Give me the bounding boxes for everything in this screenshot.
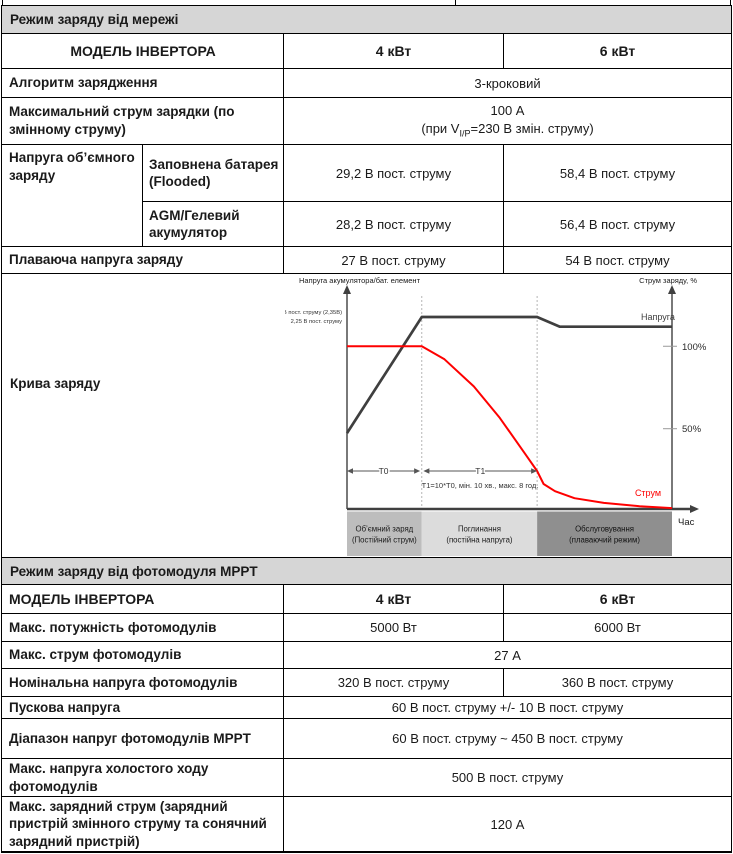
current-line-label: Струм <box>635 488 661 498</box>
row-label: Пускова напруга <box>9 699 121 715</box>
section-title: Режим заряду від мережі <box>10 12 179 27</box>
voltage-annotation-float: 2,25 В пост. струму <box>291 319 342 325</box>
section-header-grid-charge: Режим заряду від мережі <box>2 6 731 33</box>
x-axis-label: Час <box>678 517 695 528</box>
value-6kw: 54 В пост. струму <box>503 247 731 273</box>
bulk-voltage-row: Напруга об’ємного заряду Заповнена батар… <box>2 144 731 246</box>
value-6kw: 56,4 В пост. струму <box>503 202 731 246</box>
tick-label: 100% <box>682 342 707 353</box>
start-voltage-row: Пускова напруга 60 В пост. струму +/- 10… <box>2 696 731 718</box>
phase-band-bulk: Об’ємний заряд (Постійний струм) <box>347 511 422 556</box>
time-marker-t1: T1 <box>423 465 538 478</box>
row-label: Алгоритм зарядження <box>9 75 158 91</box>
row-label: Макс. зарядний струм (зарядний пристрій … <box>9 798 267 849</box>
voltage-annotation-bulk: 2,43 В пост. струму (2,35В) <box>285 310 342 316</box>
phase-sublabel: (постійна напруга) <box>446 536 513 545</box>
t0-label: T0 <box>379 466 389 476</box>
t1-note: T1=10*T0, мін. 10 хв., макс. 8 год. <box>422 481 539 490</box>
pv-open-circuit-voltage-row: Макс. напруга холостого ходу фотомодулів… <box>2 758 731 796</box>
pv-max-power-row: Макс. потужність фотомодулів 5000 Вт 600… <box>2 613 731 641</box>
voltage-line <box>345 315 672 434</box>
float-voltage-row: Плаваюча напруга заряду 27 В пост. струм… <box>2 246 731 273</box>
value-6kw: 6000 Вт <box>503 614 731 641</box>
value-4kw: 5000 Вт <box>283 614 503 641</box>
pv-max-current-row: Макс. струм фотомодулів 27 А <box>2 641 731 668</box>
phase-sublabel: (Постійний струм) <box>352 536 417 545</box>
flooded-subrow: Заповнена батарея (Flooded) 29,2 В пост.… <box>142 145 731 202</box>
value-span: 60 В пост. струму +/- 10 В пост. струму <box>283 697 731 718</box>
left-axis-title: Напруга акумулятора/бат. елемент <box>299 276 421 285</box>
row-label: Максимальний струм зарядки (по змінному … <box>9 104 235 137</box>
phase-band-maintenance: Обслуговування (плаваючий режим) <box>537 511 672 556</box>
charge-curve-chart: Напруга акумулятора/бат. елемент Струм з… <box>285 276 707 556</box>
value-span: 100 А (при VI/P=230 В змін. струму) <box>283 98 731 144</box>
phase-rect <box>537 511 672 556</box>
mppt-voltage-range-row: Діапазон напруг фотомодулів MPPT 60 В по… <box>2 718 731 758</box>
value-span: 60 В пост. струму ~ 450 В пост. струму <box>283 719 731 758</box>
value-6kw: 6 кВт <box>503 34 731 68</box>
right-axis-arrow-icon <box>668 285 676 294</box>
row-label: Діапазон напруг фотомодулів MPPT <box>9 730 251 746</box>
phase-band-absorption: Поглинання (постійна напруга) <box>421 511 538 556</box>
value-span: 120 А <box>283 797 731 851</box>
value-4kw: 27 В пост. струму <box>283 247 503 273</box>
top-strip-divider <box>455 0 456 5</box>
phase-label: Поглинання <box>458 525 501 534</box>
value-4kw: 4 кВт <box>283 585 503 613</box>
value-6kw: 6 кВт <box>503 585 731 613</box>
right-axis-title: Струм заряду, % <box>639 276 697 285</box>
tick-50pct: 50% <box>663 424 702 435</box>
row-label: Макс. потужність фотомодулів <box>9 619 217 635</box>
top-strip-border-left <box>2 0 3 5</box>
model-row: МОДЕЛЬ ІНВЕРТОРА 4 кВт 6 кВт <box>2 33 731 68</box>
row-label: Номінальна напруга фотомодулів <box>9 674 238 690</box>
row-label: Макс. струм фотомодулів <box>9 647 182 663</box>
charge-curve-row: Крива заряду Напруга акумулятора/бат. ел… <box>2 273 731 557</box>
tick-label: 50% <box>682 424 702 435</box>
t1-label: T1 <box>475 466 485 476</box>
value-span: 27 А <box>283 642 731 668</box>
value-4kw: 28,2 В пост. струму <box>283 202 503 246</box>
tick-100pct: 100% <box>663 342 707 353</box>
row-label: МОДЕЛЬ ІНВЕРТОРА <box>9 590 155 607</box>
voltage-line-label: Напруга <box>641 312 675 322</box>
phase-label: Обслуговування <box>575 525 634 534</box>
max-charge-current-row: Максимальний струм зарядки (по змінному … <box>2 97 731 144</box>
value-span: 3-кроковий <box>283 69 731 97</box>
max-charge-current-total-row: Макс. зарядний струм (зарядний пристрій … <box>2 796 731 851</box>
value-span: 500 В пост. струму <box>283 759 731 796</box>
algorithm-row: Алгоритм зарядження 3-кроковий <box>2 68 731 97</box>
agm-subrow: AGM/Гелевий акумулятор 28,2 В пост. стру… <box>142 201 731 246</box>
row-label: Макс. напруга холостого ходу фотомодулів <box>9 760 209 794</box>
value-4kw: 320 В пост. струму <box>283 669 503 696</box>
row-label: Плаваюча напруга заряду <box>9 252 184 268</box>
pv-nominal-voltage-row: Номінальна напруга фотомодулів 320 В пос… <box>2 668 731 696</box>
section-title: Режим заряду від фотомодуля MPPT <box>10 563 258 579</box>
x-axis-arrow-icon <box>690 505 699 513</box>
spec-table: Режим заряду від мережі МОДЕЛЬ ІНВЕРТОРА… <box>1 5 732 853</box>
sub-label: AGM/Гелевий акумулятор <box>142 202 283 246</box>
section-header-mppt-charge: Режим заряду від фотомодуля MPPT <box>2 557 731 584</box>
value-6kw: 58,4 В пост. струму <box>503 145 731 202</box>
value-line1: 100 А <box>490 103 525 119</box>
time-marker-t0: T0 <box>347 465 421 478</box>
value-6kw: 360 В пост. струму <box>503 669 731 696</box>
value-4kw: 29,2 В пост. струму <box>283 145 503 202</box>
phase-rect <box>347 511 422 556</box>
value-line2: (при VI/P=230 В змін. струму) <box>421 120 594 139</box>
phase-rect <box>421 511 538 556</box>
row-label: Крива заряду <box>10 376 101 391</box>
row-label: МОДЕЛЬ ІНВЕРТОРА <box>70 42 216 59</box>
sub-label: Заповнена батарея (Flooded) <box>142 145 283 202</box>
left-axis-arrow-icon <box>343 285 351 294</box>
phase-sublabel: (плаваючий режим) <box>569 536 640 545</box>
model-row: МОДЕЛЬ ІНВЕРТОРА 4 кВт 6 кВт <box>2 584 731 613</box>
row-label: Напруга об’ємного заряду <box>9 150 135 183</box>
top-strip-border-right <box>730 0 731 5</box>
bulk-voltage-subrows: Заповнена батарея (Flooded) 29,2 В пост.… <box>142 145 731 246</box>
value-4kw: 4 кВт <box>283 34 503 68</box>
phase-label: Об’ємний заряд <box>356 525 414 534</box>
subscript-ip: I/P <box>459 128 471 139</box>
